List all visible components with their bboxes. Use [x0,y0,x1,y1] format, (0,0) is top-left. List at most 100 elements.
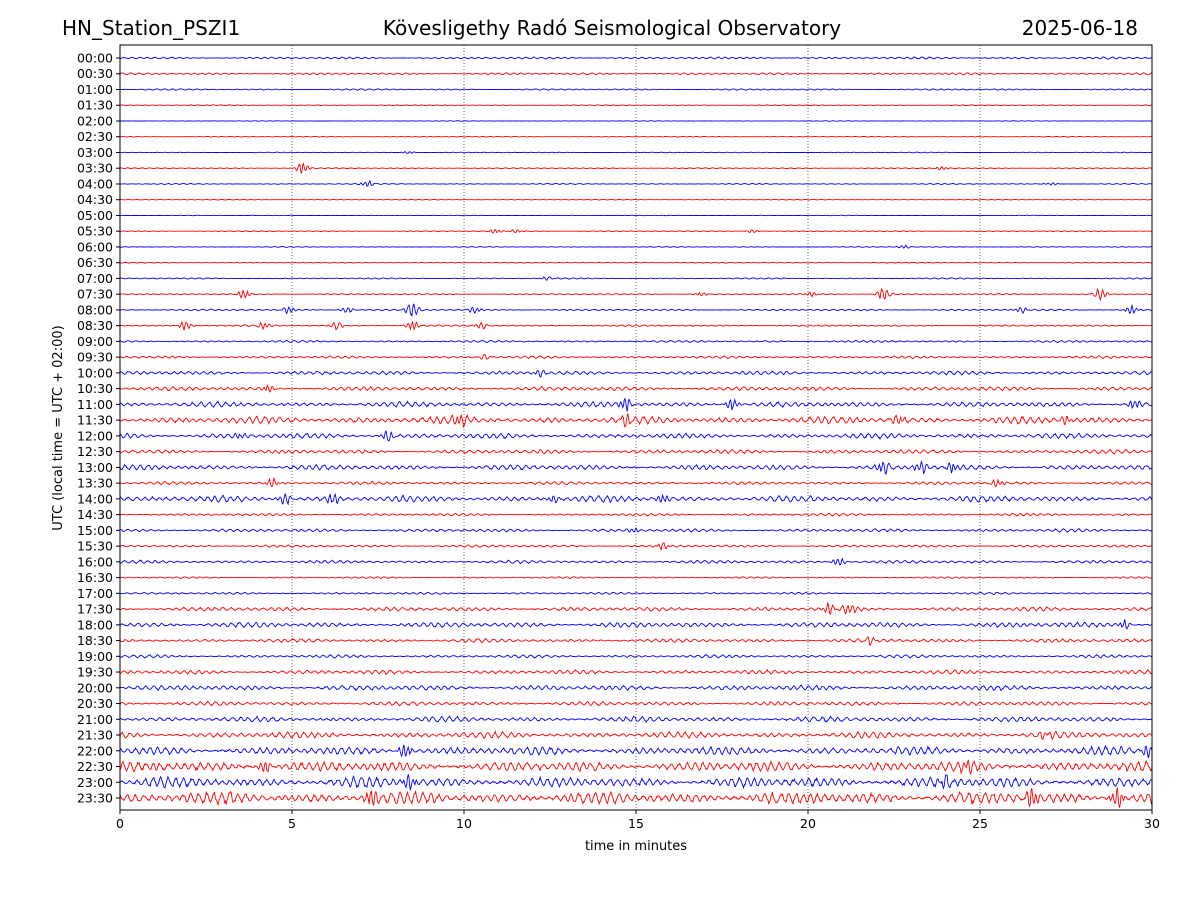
y-tick-label: 23:00 [77,775,113,790]
y-tick-label: 00:30 [77,66,113,81]
y-tick-label: 13:00 [77,460,113,475]
trace-0300 [119,151,1153,155]
trace-0900 [119,339,1153,344]
y-tick-label: 14:30 [77,507,113,522]
trace-2000 [120,684,1153,692]
y-tick-label: 05:00 [77,208,113,223]
trace-2200 [119,744,1153,759]
y-tick-label: 09:00 [77,334,113,349]
trace-0830 [119,320,1152,331]
trace-1600 [119,557,1153,566]
trace-1130 [119,413,1153,428]
x-tick-label: 10 [456,816,472,831]
y-tick-label: 09:30 [77,350,113,365]
y-tick-label: 17:30 [77,602,113,617]
y-tick-label: 06:30 [77,255,113,270]
y-tick-label: 20:30 [77,696,113,711]
trace-1300 [119,459,1153,476]
y-tick-label: 16:30 [77,570,113,585]
trace-1800 [119,619,1153,630]
y-axis-ticks: 00:0000:3001:0001:3002:0002:3003:0003:30… [77,51,120,806]
y-tick-label: 21:30 [77,728,113,743]
y-tick-label: 13:30 [77,476,113,491]
station-name: HN_Station_PSZI1 [62,16,240,40]
trace-0500 [119,214,1153,217]
y-tick-label: 22:30 [77,759,113,774]
trace-1930 [119,668,1153,676]
trace-1200 [119,430,1153,442]
trace-1830 [119,636,1153,646]
trace-1100 [119,397,1153,412]
y-tick-label: 02:00 [77,113,113,128]
y-tick-label: 19:30 [77,665,113,680]
trace-0800 [120,303,1152,317]
trace-1000 [119,369,1153,378]
y-tick-label: 01:00 [77,82,113,97]
x-tick-label: 20 [800,816,816,831]
trace-1430 [119,512,1152,517]
y-tick-label: 01:30 [77,98,113,113]
y-tick-label: 10:00 [77,365,113,380]
trace-0430 [120,198,1152,201]
y-tick-label: 07:00 [77,271,113,286]
y-tick-label: 06:00 [77,239,113,254]
trace-0530 [119,228,1153,234]
x-axis-label: time in minutes [585,839,687,854]
chart-title: Kövesligethy Radó Seismological Observat… [383,16,841,40]
trace-1730 [119,602,1153,615]
trace-1530 [119,542,1153,552]
trace-1030 [119,384,1153,393]
trace-0230 [119,135,1153,138]
y-tick-label: 21:00 [77,712,113,727]
y-tick-label: 00:00 [77,51,113,66]
grid-lines [291,45,981,810]
trace-2300 [119,772,1152,791]
trace-0700 [119,276,1153,282]
trace-0930 [119,353,1153,360]
y-tick-label: 08:30 [77,318,113,333]
trace-0030 [119,72,1152,76]
y-tick-label: 04:00 [77,176,113,191]
x-tick-label: 5 [288,816,296,831]
trace-2130 [119,730,1153,741]
y-tick-label: 11:00 [77,397,113,412]
y-axis-label: UTC (local time = UTC + 02:00) [51,325,66,530]
y-tick-label: 22:00 [77,743,113,758]
y-tick-label: 20:00 [77,680,113,695]
trace-1400 [119,492,1153,506]
y-tick-label: 04:30 [77,192,113,207]
trace-0000 [119,56,1153,60]
y-tick-label: 15:30 [77,539,113,554]
trace-0100 [119,88,1153,91]
y-tick-label: 02:30 [77,129,113,144]
chart-date: 2025-06-18 [1022,16,1138,40]
trace-1630 [119,576,1153,579]
y-tick-label: 08:00 [77,302,113,317]
y-tick-label: 03:30 [77,161,113,176]
trace-2030 [119,700,1153,707]
x-axis-ticks: 0 5 10 15 20 25 30 [116,810,1160,831]
trace-1900 [119,653,1153,659]
y-tick-label: 12:00 [77,428,113,443]
trace-2100 [119,715,1153,723]
y-tick-label: 11:30 [77,413,113,428]
trace-2330 [119,787,1153,808]
y-tick-label: 14:00 [77,491,113,506]
y-tick-label: 18:30 [77,633,113,648]
y-tick-label: 12:30 [77,444,113,459]
x-tick-label: 15 [628,816,644,831]
y-tick-label: 23:30 [77,791,113,806]
trace-0600 [119,244,1153,249]
x-tick-label: 30 [1144,816,1160,831]
trace-0400 [119,179,1153,187]
y-tick-label: 18:00 [77,617,113,632]
y-tick-label: 16:00 [77,554,113,569]
y-tick-label: 07:30 [77,287,113,302]
y-tick-label: 03:00 [77,145,113,160]
trace-1700 [120,591,1153,595]
trace-0130 [119,104,1153,107]
trace-0630 [119,261,1152,264]
trace-0330 [119,162,1153,174]
y-tick-label: 15:00 [77,523,113,538]
